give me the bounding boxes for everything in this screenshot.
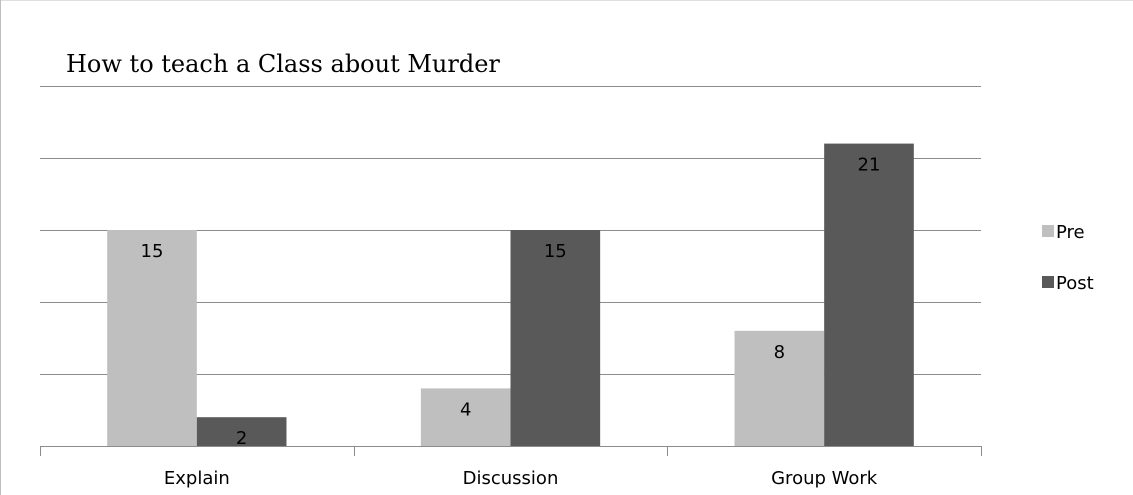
- chart-title: How to teach a Class about Murder: [66, 50, 500, 78]
- bars: [107, 143, 914, 446]
- legend-swatch-pre: [1042, 225, 1054, 237]
- category-label-explain: Explain: [164, 468, 230, 489]
- x-axis: [40, 446, 982, 456]
- data-label-post-explain: 2: [236, 428, 247, 449]
- data-label-post-discussion: 15: [544, 241, 567, 262]
- bar-post-group-work: [824, 143, 914, 446]
- bar-post-explain: [196, 417, 287, 446]
- bar-pre-group-work: [734, 330, 825, 446]
- data-label-pre-discussion: 4: [460, 399, 471, 420]
- legend: Pre Post: [1042, 222, 1094, 294]
- bar-pre-explain: [107, 230, 197, 446]
- data-label-pre-group-work: 8: [774, 342, 785, 363]
- bar-pre-discussion: [420, 388, 511, 446]
- legend-label-pre: Pre: [1056, 222, 1085, 243]
- data-labels: 15 2 4 15 8 21: [141, 155, 881, 450]
- category-label-group-work: Group Work: [771, 468, 878, 489]
- category-labels: Explain Discussion Group Work: [164, 468, 878, 489]
- category-label-discussion: Discussion: [463, 468, 559, 489]
- data-label-pre-explain: 15: [141, 241, 164, 262]
- bar-post-discussion: [510, 230, 601, 446]
- legend-swatch-post: [1042, 276, 1054, 288]
- legend-label-post: Post: [1056, 273, 1094, 294]
- data-label-post-group-work: 21: [858, 155, 881, 176]
